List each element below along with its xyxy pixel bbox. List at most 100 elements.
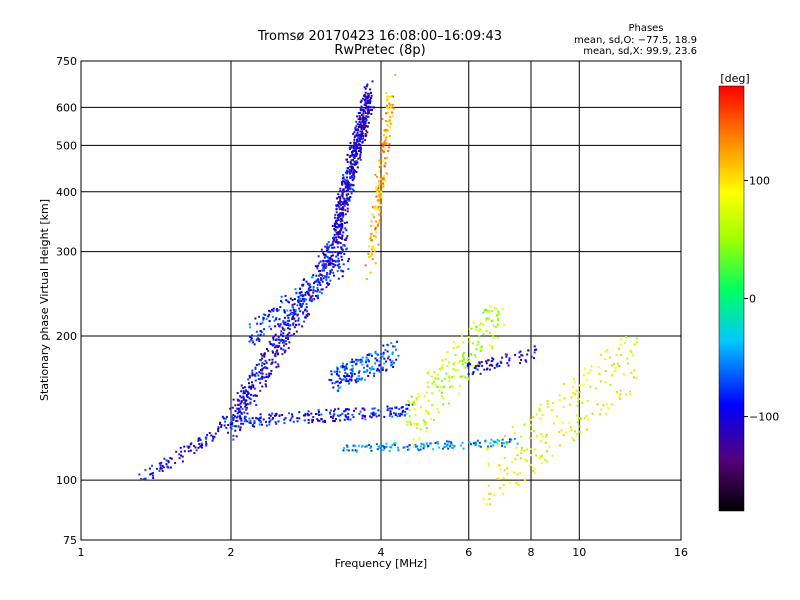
data-point — [276, 349, 279, 352]
data-point — [238, 407, 241, 410]
data-point — [376, 175, 378, 178]
data-point — [468, 327, 471, 330]
data-point — [291, 318, 294, 321]
data-point — [340, 255, 343, 258]
data-point — [348, 408, 350, 411]
data-point — [280, 295, 283, 298]
data-point — [303, 419, 306, 422]
data-point — [354, 363, 357, 366]
data-point — [239, 402, 242, 405]
data-point — [558, 444, 561, 447]
data-point — [357, 143, 360, 146]
data-point — [488, 498, 491, 500]
data-point — [323, 253, 325, 256]
data-point — [264, 380, 267, 383]
data-point — [152, 477, 155, 479]
data-point — [249, 398, 252, 401]
data-point — [398, 414, 401, 417]
data-point — [520, 452, 523, 455]
data-point — [478, 329, 481, 332]
data-point — [394, 412, 397, 415]
data-point — [347, 184, 350, 186]
data-point — [309, 297, 312, 300]
data-point — [359, 156, 361, 159]
data-point — [239, 426, 242, 429]
x-tick-label: 10 — [572, 546, 586, 559]
data-point — [143, 477, 146, 480]
data-point — [318, 410, 320, 413]
data-point — [330, 255, 333, 258]
data-point — [391, 407, 393, 410]
data-point — [618, 365, 621, 367]
data-point — [281, 326, 284, 329]
data-point — [490, 445, 493, 448]
data-point — [278, 341, 281, 344]
data-point — [302, 283, 305, 286]
data-point — [335, 204, 338, 207]
data-point — [261, 385, 264, 388]
data-point — [285, 324, 288, 326]
data-point — [364, 133, 367, 136]
data-point — [329, 412, 332, 415]
data-point — [242, 390, 245, 392]
data-point — [227, 431, 229, 434]
data-point — [285, 337, 287, 339]
data-point — [374, 173, 377, 176]
data-point — [370, 91, 372, 94]
data-point — [264, 314, 267, 316]
data-point — [248, 421, 251, 424]
data-point — [577, 398, 580, 401]
data-point — [459, 360, 461, 363]
data-point — [370, 109, 373, 112]
data-point — [274, 325, 277, 328]
data-point — [412, 400, 415, 403]
data-point — [288, 331, 291, 334]
data-point — [510, 438, 513, 441]
data-point — [425, 409, 427, 412]
data-point — [474, 441, 477, 444]
data-point — [346, 171, 349, 174]
data-point — [295, 330, 298, 333]
data-point — [335, 221, 338, 224]
data-point — [337, 195, 340, 198]
data-point — [336, 390, 339, 393]
data-point — [324, 254, 327, 257]
data-point — [345, 176, 348, 179]
data-point — [242, 398, 245, 401]
data-point — [365, 96, 368, 98]
data-point — [359, 361, 362, 364]
data-point — [347, 412, 350, 415]
data-point — [423, 394, 426, 397]
data-point — [321, 420, 324, 423]
data-point — [390, 123, 393, 126]
data-point — [438, 389, 441, 392]
data-point — [345, 375, 348, 378]
data-point — [576, 404, 579, 407]
data-point — [235, 435, 238, 438]
data-point — [366, 131, 369, 134]
data-point — [402, 409, 405, 412]
data-point — [301, 297, 304, 300]
data-point — [446, 351, 449, 354]
data-point — [346, 446, 349, 448]
data-point — [420, 445, 423, 448]
data-point — [353, 409, 355, 412]
data-point — [345, 365, 348, 368]
data-point — [291, 299, 294, 301]
data-point — [365, 359, 368, 361]
data-point — [427, 370, 430, 373]
data-point — [273, 346, 276, 349]
data-point — [506, 442, 509, 444]
data-point — [407, 448, 410, 451]
data-point — [259, 381, 262, 384]
data-point — [291, 313, 294, 315]
data-point — [520, 435, 523, 438]
data-point — [377, 205, 380, 208]
data-point — [370, 113, 373, 115]
data-point — [264, 383, 267, 386]
data-point — [326, 255, 329, 258]
data-point — [265, 373, 268, 376]
data-point — [317, 413, 320, 415]
data-point — [298, 307, 301, 310]
data-point — [338, 382, 341, 384]
